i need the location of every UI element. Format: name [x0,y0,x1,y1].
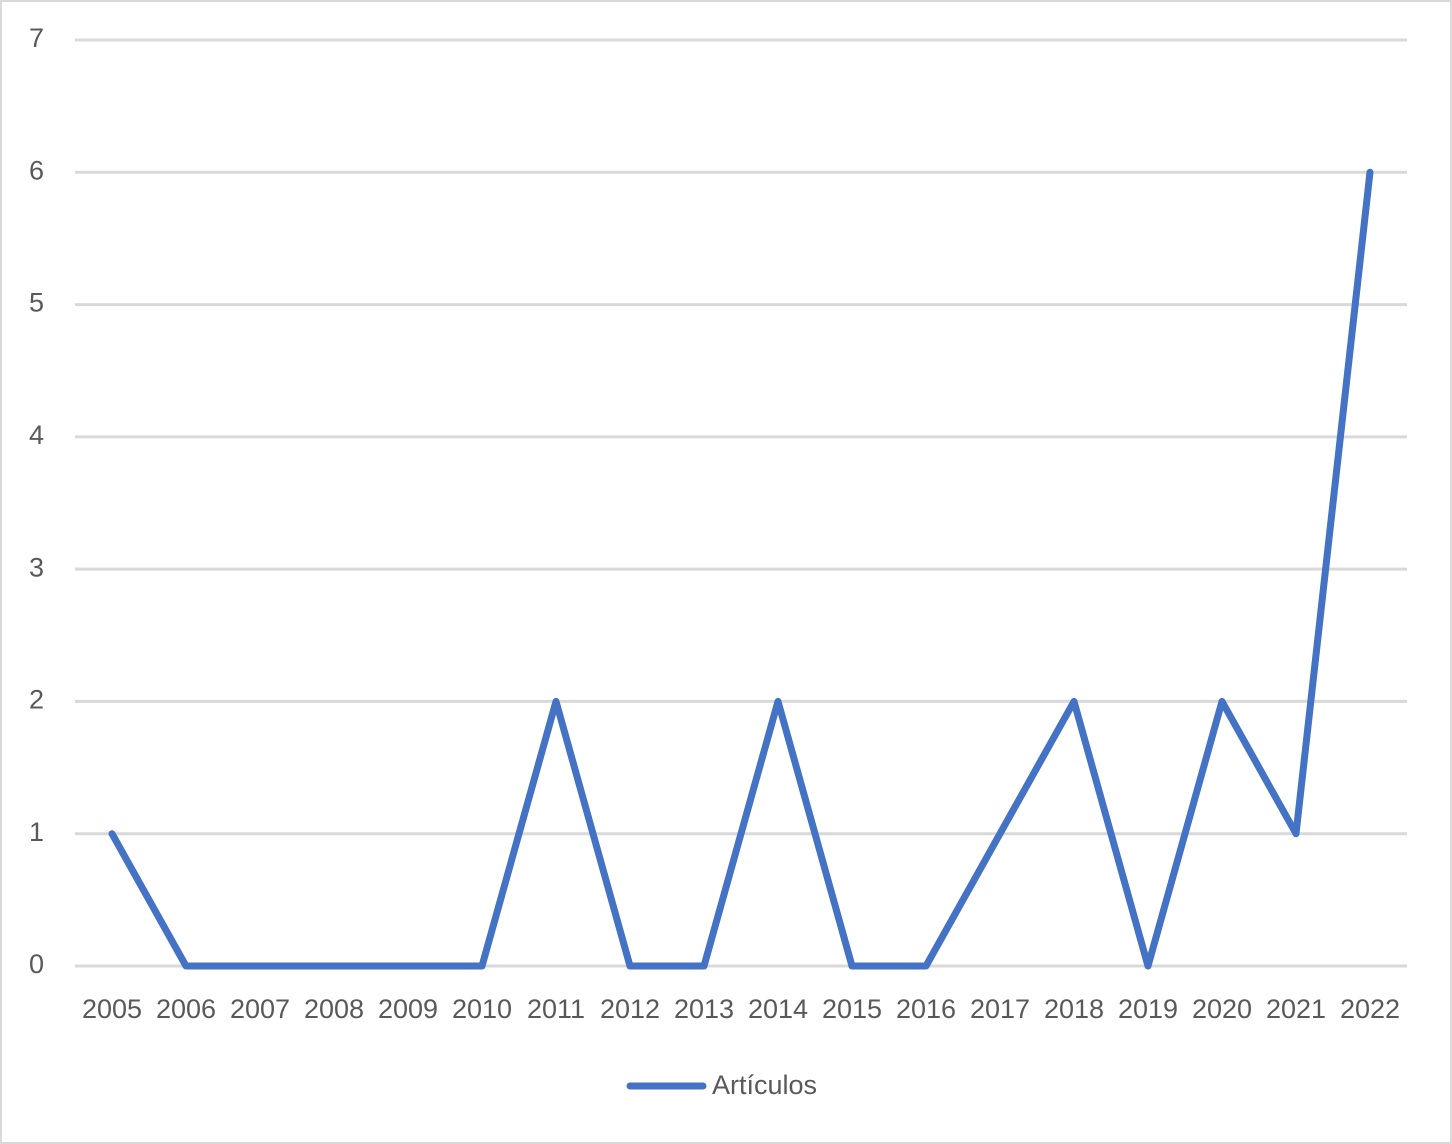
x-tick-label: 2008 [304,994,364,1024]
x-tick-label: 2006 [156,994,216,1024]
x-tick-label: 2012 [600,994,660,1024]
x-tick-label: 2021 [1266,994,1326,1024]
y-tick-label: 1 [29,817,44,847]
series-line [108,168,1374,970]
x-tick-label: 2005 [82,994,142,1024]
x-tick-label: 2014 [748,994,808,1024]
y-tick-label: 6 [29,155,44,185]
y-tick-label: 4 [29,420,44,450]
x-tick-label: 2015 [822,994,882,1024]
x-tick-label: 2007 [230,994,290,1024]
x-tick-label: 2010 [452,994,512,1024]
y-tick-label: 3 [29,552,44,582]
x-tick-label: 2016 [896,994,956,1024]
x-tick-label: 2013 [674,994,734,1024]
y-tick-label: 5 [29,288,44,318]
x-tick-label: 2020 [1192,994,1252,1024]
x-tick-label: 2018 [1044,994,1104,1024]
y-tick-label: 0 [29,949,44,979]
x-tick-label: 2019 [1118,994,1178,1024]
x-tick-label: 2017 [970,994,1030,1024]
x-tick-label: 2022 [1340,994,1400,1024]
x-tick-label: 2009 [378,994,438,1024]
y-tick-label: 7 [29,23,44,53]
legend-label: Artículos [712,1070,817,1100]
y-tick-label: 2 [29,685,44,715]
x-tick-label: 2011 [527,994,585,1024]
